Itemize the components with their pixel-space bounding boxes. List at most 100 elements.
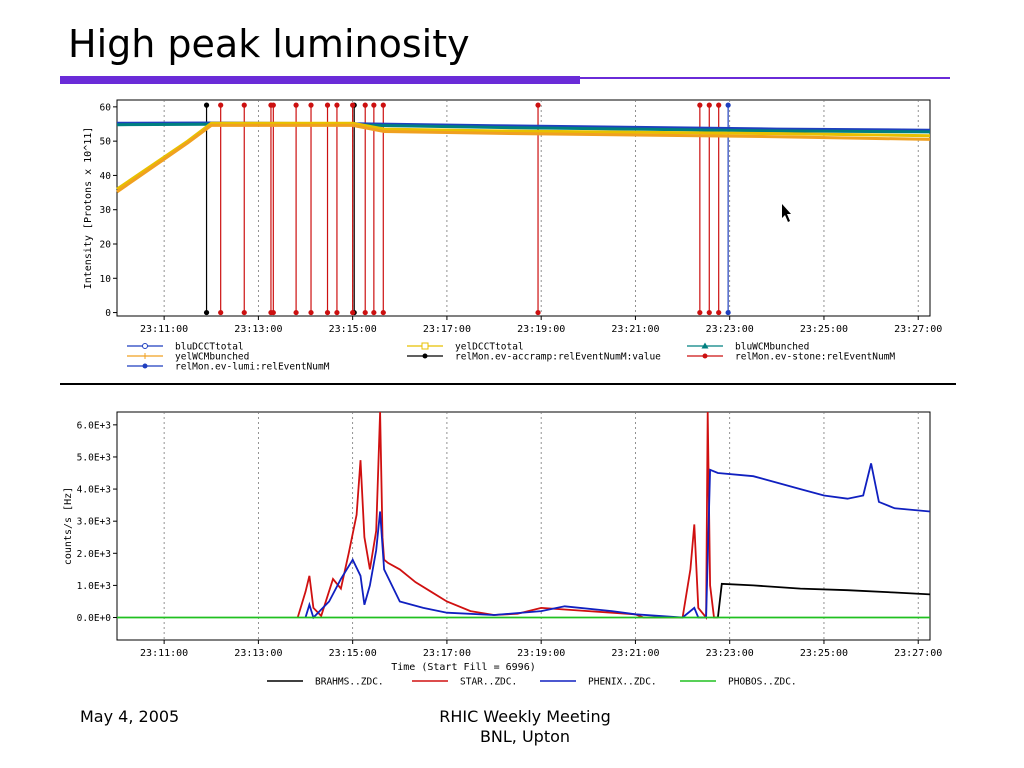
y-tick-label: 2.0E+3 <box>77 549 111 560</box>
series-line-STAR..ZDC. <box>296 411 718 621</box>
series-line-yelDCCTtotal <box>116 121 931 191</box>
legend-label: relMon.ev-lumi:relEventNumM <box>175 362 330 373</box>
mouse-cursor-icon <box>782 204 791 222</box>
x-tick-label: 23:15:00 <box>329 324 377 335</box>
chart-separator <box>60 383 956 385</box>
event-marker-bottom <box>706 309 712 316</box>
footer-location: BNL, Upton <box>479 727 571 746</box>
y-tick-label: 50 <box>100 137 112 148</box>
event-marker-top <box>203 102 210 108</box>
event-marker-bottom <box>293 309 299 316</box>
legend-label: relMon.ev-accramp:relEventNumM:value <box>455 352 661 363</box>
event-marker-top <box>308 102 314 108</box>
footer-meeting: RHIC Weekly Meeting <box>439 707 611 726</box>
y-tick-label: 0 <box>105 308 111 319</box>
x-tick-label: 23:21:00 <box>611 324 659 335</box>
event-marker-top <box>218 102 224 108</box>
x-tick-label: 23:21:00 <box>611 648 659 659</box>
event-marker-bottom <box>308 309 314 316</box>
event-marker-bottom <box>241 309 247 316</box>
event-marker-top <box>350 102 356 108</box>
event-marker-bottom <box>362 309 368 316</box>
event-marker-top <box>380 102 386 108</box>
legend-marker <box>142 363 148 369</box>
legend-marker <box>422 353 428 359</box>
y-tick-label: 20 <box>100 240 112 251</box>
x-tick-label: 23:11:00 <box>140 324 188 335</box>
series-line-BRAHMS..ZDC. <box>717 582 931 618</box>
legend-label: bluWCMbunched <box>735 342 809 353</box>
x-tick-label: 23:27:00 <box>894 324 942 335</box>
y-tick-label: 0.0E+0 <box>77 613 112 624</box>
event-marker-bottom <box>334 309 340 316</box>
y-tick-label: 3.0E+3 <box>77 517 111 528</box>
legend-label: PHOBOS..ZDC. <box>728 677 797 688</box>
legend-marker <box>421 342 429 350</box>
x-tick-label: 23:19:00 <box>517 648 565 659</box>
legend-marker <box>142 343 148 349</box>
legend-label: relMon.ev-stone:relEventNumM <box>735 352 895 363</box>
legend-label: bluDCCTtotal <box>175 342 244 353</box>
title-underline-thick <box>60 76 580 84</box>
event-marker-bottom <box>350 309 356 316</box>
y-tick-label: 4.0E+3 <box>77 485 111 496</box>
legend-marker <box>701 342 709 349</box>
event-marker-bottom <box>203 309 210 316</box>
event-marker-bottom <box>371 309 377 316</box>
legend-label: BRAHMS..ZDC. <box>315 677 384 688</box>
event-marker-bottom <box>270 309 276 316</box>
event-marker-top <box>716 102 722 108</box>
slide-title: High peak luminosity <box>68 22 470 66</box>
event-marker-top <box>535 102 541 108</box>
event-marker-bottom <box>535 309 541 316</box>
y-tick-label: 30 <box>100 205 112 216</box>
intensity-chart: 23:11:00 23:13:00 23:15:00 23:17:00 23:19:00… <box>83 99 942 373</box>
legend-label: yelWCMbunched <box>175 352 249 363</box>
event-marker-bottom <box>725 309 731 316</box>
x-tick-label: 23:25:00 <box>800 648 848 659</box>
y-tick-label: 1.0E+3 <box>77 581 111 592</box>
event-marker-bottom <box>218 309 224 316</box>
event-marker-top <box>697 102 703 108</box>
x-tick-label: 23:11:00 <box>140 648 188 659</box>
legend-label: PHENIX..ZDC. <box>588 677 657 688</box>
x-axis-label: Time (Start Fill = 6996) <box>391 662 536 673</box>
y-axis-label: Intensity [Protons x 10^11] <box>83 127 94 290</box>
legend-label: STAR..ZDC. <box>460 677 517 688</box>
title-underline-thin <box>580 77 950 79</box>
x-tick-label: 23:25:00 <box>800 324 848 335</box>
intensity-chart-panel: 23:11:00 23:13:00 23:15:00 23:17:00 23:19:00… <box>62 88 956 380</box>
x-tick-label: 23:13:00 <box>234 324 282 335</box>
y-tick-label: 10 <box>100 274 112 285</box>
event-marker-bottom <box>380 309 386 316</box>
y-tick-label: 60 <box>100 102 112 113</box>
y-tick-label: 5.0E+3 <box>77 452 111 463</box>
event-marker-top <box>706 102 712 108</box>
event-marker-top <box>362 102 368 108</box>
series-line-PHENIX..ZDC. <box>304 463 931 620</box>
y-tick-label: 40 <box>100 171 112 182</box>
x-tick-label: 23:23:00 <box>706 324 754 335</box>
zdc-rate-chart: 23:11:00 23:13:00 23:15:00 23:17:00 23:19:00… <box>63 411 942 688</box>
x-tick-label: 23:13:00 <box>234 648 282 659</box>
y-tick-label: 6.0E+3 <box>77 420 111 431</box>
event-marker-top <box>725 102 731 108</box>
x-tick-label: 23:27:00 <box>894 648 942 659</box>
x-tick-label: 23:17:00 <box>423 324 471 335</box>
event-marker-bottom <box>697 309 703 316</box>
legend-label: yelDCCTtotal <box>455 342 524 353</box>
x-tick-label: 23:19:00 <box>517 324 565 335</box>
legend-marker <box>142 353 148 359</box>
event-marker-bottom <box>324 309 331 316</box>
event-marker-top <box>371 102 377 108</box>
event-marker-top <box>241 102 247 108</box>
x-tick-label: 23:17:00 <box>423 648 471 659</box>
event-marker-bottom <box>716 309 722 316</box>
x-tick-label: 23:15:00 <box>329 648 377 659</box>
x-tick-label: 23:23:00 <box>706 648 754 659</box>
event-marker-top <box>270 102 276 108</box>
event-marker-top <box>334 102 340 108</box>
event-marker-top <box>293 102 299 108</box>
series-line-yelWCMbunched <box>116 123 931 194</box>
legend-marker <box>702 353 708 359</box>
